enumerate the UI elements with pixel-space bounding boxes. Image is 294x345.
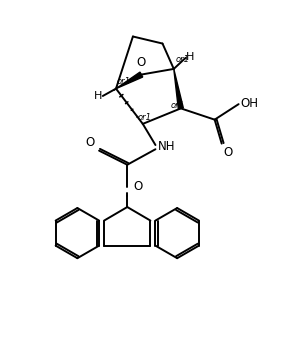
Text: O: O <box>136 56 146 69</box>
Text: O: O <box>224 146 233 159</box>
Text: O: O <box>86 136 95 149</box>
Text: NH: NH <box>158 140 176 154</box>
Text: H: H <box>186 51 195 61</box>
Text: or1: or1 <box>116 77 131 86</box>
Text: H: H <box>94 91 102 101</box>
Text: or1: or1 <box>137 114 151 122</box>
Text: or1: or1 <box>171 101 185 110</box>
Polygon shape <box>116 72 143 89</box>
Text: OH: OH <box>240 97 258 110</box>
Text: or1: or1 <box>175 55 189 64</box>
Polygon shape <box>174 69 183 109</box>
Text: O: O <box>133 180 142 193</box>
